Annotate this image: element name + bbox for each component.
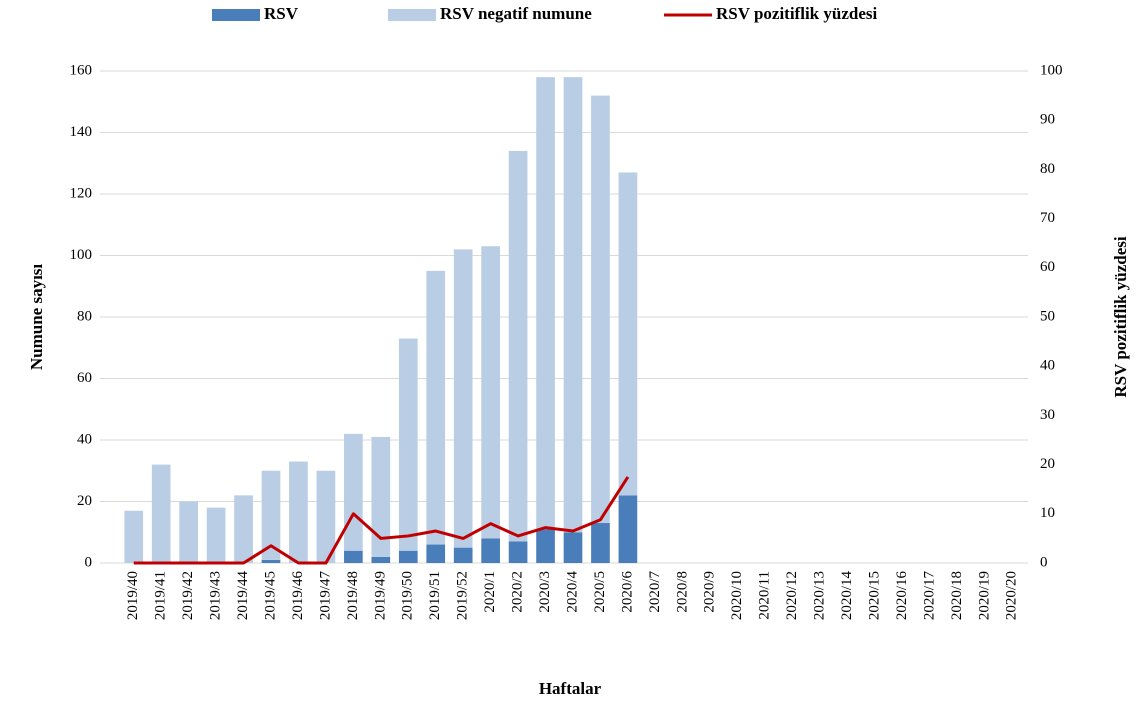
bar (536, 529, 555, 563)
x-tick-label: 2019/42 (180, 571, 196, 620)
x-tick-label: 2019/44 (235, 571, 251, 621)
bar (536, 77, 555, 530)
x-tick-label: 2019/45 (262, 571, 278, 620)
x-tick-label: 2020/11 (757, 571, 773, 620)
y-tick-label: 60 (77, 370, 92, 386)
bar (618, 495, 638, 563)
y2-tick-label: 60 (1040, 259, 1055, 275)
x-tick-label: 2020/2 (510, 571, 526, 613)
x-tick-label: 2019/47 (317, 571, 333, 621)
bar (426, 270, 446, 545)
x-tick-label: 2019/43 (208, 571, 224, 620)
y-tick-label: 20 (77, 493, 92, 509)
bar (563, 532, 583, 563)
legend-swatch (212, 9, 260, 21)
bar (563, 77, 583, 533)
bar (344, 433, 363, 551)
bar (151, 464, 171, 563)
x-tick-label: 2020/20 (1004, 571, 1020, 620)
legend-label: RSV (264, 4, 299, 23)
x-tick-label: 2020/5 (592, 571, 608, 613)
y-tick-label: 0 (85, 554, 93, 570)
y2-tick-label: 20 (1040, 456, 1055, 472)
x-tick-label: 2020/19 (976, 571, 992, 620)
x-tick-label: 2020/4 (564, 571, 580, 613)
bar (453, 547, 473, 563)
legend-label: RSV pozitiflik yüzdesi (716, 4, 877, 23)
x-axis-title: Haftalar (539, 679, 602, 698)
y2-tick-label: 70 (1040, 210, 1055, 226)
bar (426, 544, 446, 563)
bar (618, 172, 638, 496)
x-tick-label: 2020/17 (921, 571, 937, 621)
bar (124, 510, 144, 563)
x-tick-label: 2019/49 (372, 571, 388, 620)
bar (179, 501, 198, 563)
bar (508, 150, 528, 542)
y2-tick-label: 40 (1040, 358, 1055, 374)
y-tick-label: 100 (70, 247, 93, 263)
bar (344, 550, 363, 563)
x-tick-label: 2020/1 (482, 571, 498, 613)
bar (316, 470, 336, 563)
x-tick-label: 2019/40 (125, 571, 141, 620)
y2-tick-label: 90 (1040, 112, 1055, 128)
x-tick-label: 2020/10 (729, 571, 745, 620)
x-tick-label: 2019/41 (153, 571, 169, 620)
bar (371, 436, 391, 557)
y2-tick-label: 50 (1040, 308, 1055, 324)
bar (481, 538, 500, 563)
y2-tick-label: 30 (1040, 407, 1055, 423)
x-tick-label: 2020/14 (839, 571, 855, 621)
bar (206, 507, 226, 563)
x-tick-label: 2020/16 (894, 571, 910, 621)
bar (371, 556, 391, 563)
bar (481, 246, 500, 539)
x-tick-label: 2020/12 (784, 571, 800, 620)
bar (591, 95, 610, 524)
x-tick-label: 2019/51 (427, 571, 443, 620)
y-axis-title: Numune sayısı (27, 264, 46, 371)
x-tick-label: 2020/9 (702, 571, 718, 613)
y2-tick-label: 10 (1040, 505, 1055, 521)
x-tick-label: 2020/3 (537, 571, 553, 613)
line (133, 476, 630, 565)
y2-tick-label: 0 (1040, 554, 1048, 570)
x-tick-label: 2020/6 (619, 571, 635, 613)
y2-tick-label: 100 (1040, 62, 1063, 78)
legend-label: RSV negatif numune (440, 4, 592, 23)
y-tick-label: 160 (70, 62, 93, 78)
bar (508, 541, 528, 563)
bar (453, 249, 473, 548)
bar (398, 338, 418, 551)
bar (591, 523, 610, 563)
x-tick-label: 2020/7 (647, 571, 663, 613)
x-tick-label: 2020/13 (812, 571, 828, 620)
x-tick-label: 2020/18 (949, 571, 965, 620)
bar (289, 461, 308, 563)
y2-axis-title: RSV pozitiflik yüzdesi (1111, 236, 1130, 397)
bar (234, 495, 253, 563)
x-tick-label: 2019/48 (345, 571, 361, 620)
x-tick-label: 2019/50 (400, 571, 416, 620)
bar (398, 550, 418, 563)
y-tick-label: 80 (77, 308, 92, 324)
y-tick-label: 140 (70, 124, 93, 140)
legend-swatch (388, 9, 436, 21)
bar (261, 559, 281, 563)
x-tick-label: 2020/8 (674, 571, 690, 613)
x-tick-label: 2019/46 (290, 571, 306, 621)
y2-tick-label: 80 (1040, 161, 1055, 177)
x-tick-label: 2019/52 (455, 571, 471, 620)
bar (261, 470, 281, 560)
x-tick-label: 2020/15 (866, 571, 882, 620)
y-tick-label: 40 (77, 431, 92, 447)
y-tick-label: 120 (70, 185, 93, 201)
